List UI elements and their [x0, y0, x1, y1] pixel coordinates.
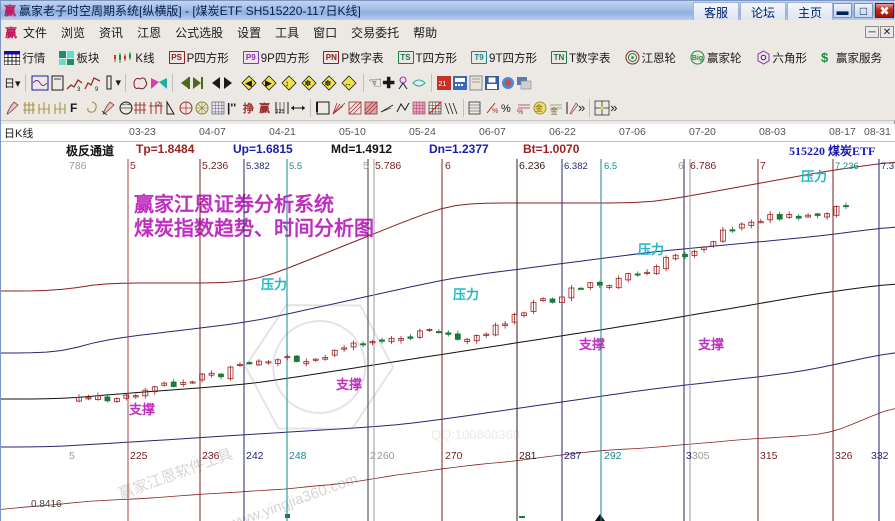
- svg-text:6: 6: [678, 160, 684, 172]
- svg-text:↕: ↕: [285, 79, 289, 88]
- svg-text:支撑: 支撑: [335, 377, 362, 392]
- svg-text:260: 260: [377, 450, 395, 462]
- svg-text:287: 287: [564, 450, 582, 462]
- svg-text:挣: 挣: [243, 101, 254, 115]
- svg-text:3: 3: [77, 87, 81, 92]
- svg-text:242: 242: [246, 450, 264, 462]
- svg-text:332: 332: [871, 450, 889, 462]
- svg-text:292: 292: [604, 450, 622, 462]
- svg-text:315: 315: [760, 450, 778, 462]
- svg-text:2: 2: [157, 102, 161, 108]
- svg-text:煤炭指数趋势、时间分析图: 煤炭指数趋势、时间分析图: [134, 216, 374, 240]
- svg-text:7: 7: [760, 160, 766, 172]
- svg-text:7.3: 7.3: [881, 161, 894, 172]
- svg-text:125: 125: [276, 109, 285, 115]
- svg-text:6.786: 6.786: [690, 160, 716, 172]
- svg-text:236: 236: [202, 450, 220, 462]
- svg-text:金: 金: [535, 103, 543, 113]
- svg-text:支撑: 支撑: [697, 337, 724, 352]
- svg-text:支撑: 支撑: [128, 402, 155, 417]
- svg-text:▶: ▶: [265, 78, 272, 88]
- svg-text:5: 5: [69, 450, 75, 462]
- svg-text:6.236: 6.236: [519, 160, 545, 172]
- svg-text:786: 786: [69, 160, 87, 172]
- svg-text:5: 5: [130, 160, 136, 172]
- svg-text:|'': |'': [227, 101, 236, 115]
- svg-text:%: %: [492, 108, 498, 115]
- svg-text:5.382: 5.382: [246, 161, 270, 172]
- svg-text:305: 305: [692, 450, 710, 462]
- svg-text:0.8416: 0.8416: [31, 499, 62, 510]
- svg-text:压力: 压力: [638, 242, 664, 257]
- svg-text:2: 2: [370, 450, 376, 462]
- svg-text:◀: ◀: [245, 78, 252, 88]
- svg-text:5.786: 5.786: [375, 160, 401, 172]
- svg-text:6.382: 6.382: [564, 161, 588, 172]
- svg-text:%: %: [501, 103, 511, 115]
- svg-text:%: %: [517, 109, 523, 116]
- svg-text:Big: Big: [692, 55, 703, 62]
- svg-text:281: 281: [519, 450, 537, 462]
- svg-text:248: 248: [289, 450, 307, 462]
- svg-text:9: 9: [95, 87, 99, 92]
- svg-text:326: 326: [835, 450, 853, 462]
- svg-text:www.yingjia360.com: www.yingjia360.com: [226, 470, 360, 521]
- svg-text:压力: 压力: [261, 277, 287, 292]
- svg-text:↔: ↔: [344, 79, 352, 88]
- svg-text:5.5: 5.5: [289, 161, 302, 172]
- svg-text:5: 5: [363, 160, 369, 172]
- svg-text:金: 金: [550, 106, 558, 116]
- svg-text:270: 270: [445, 450, 463, 462]
- svg-text:压力: 压力: [801, 169, 827, 184]
- svg-text:$: $: [821, 50, 829, 65]
- svg-text:QQ:100800360: QQ:100800360: [431, 427, 520, 442]
- svg-text:F: F: [70, 101, 77, 115]
- svg-text:21: 21: [438, 81, 446, 88]
- svg-text:7.236: 7.236: [835, 161, 859, 172]
- svg-text:6: 6: [445, 160, 451, 172]
- svg-text:压力: 压力: [453, 287, 479, 302]
- svg-text:赢: 赢: [259, 101, 270, 115]
- svg-text:225: 225: [130, 450, 148, 462]
- svg-text:赢家江恩证券分析系统: 赢家江恩证券分析系统: [134, 192, 334, 216]
- svg-text:✽: ✽: [305, 79, 312, 88]
- svg-text:6.5: 6.5: [604, 161, 617, 172]
- svg-text:5.236: 5.236: [202, 160, 228, 172]
- svg-text:✽: ✽: [325, 79, 332, 88]
